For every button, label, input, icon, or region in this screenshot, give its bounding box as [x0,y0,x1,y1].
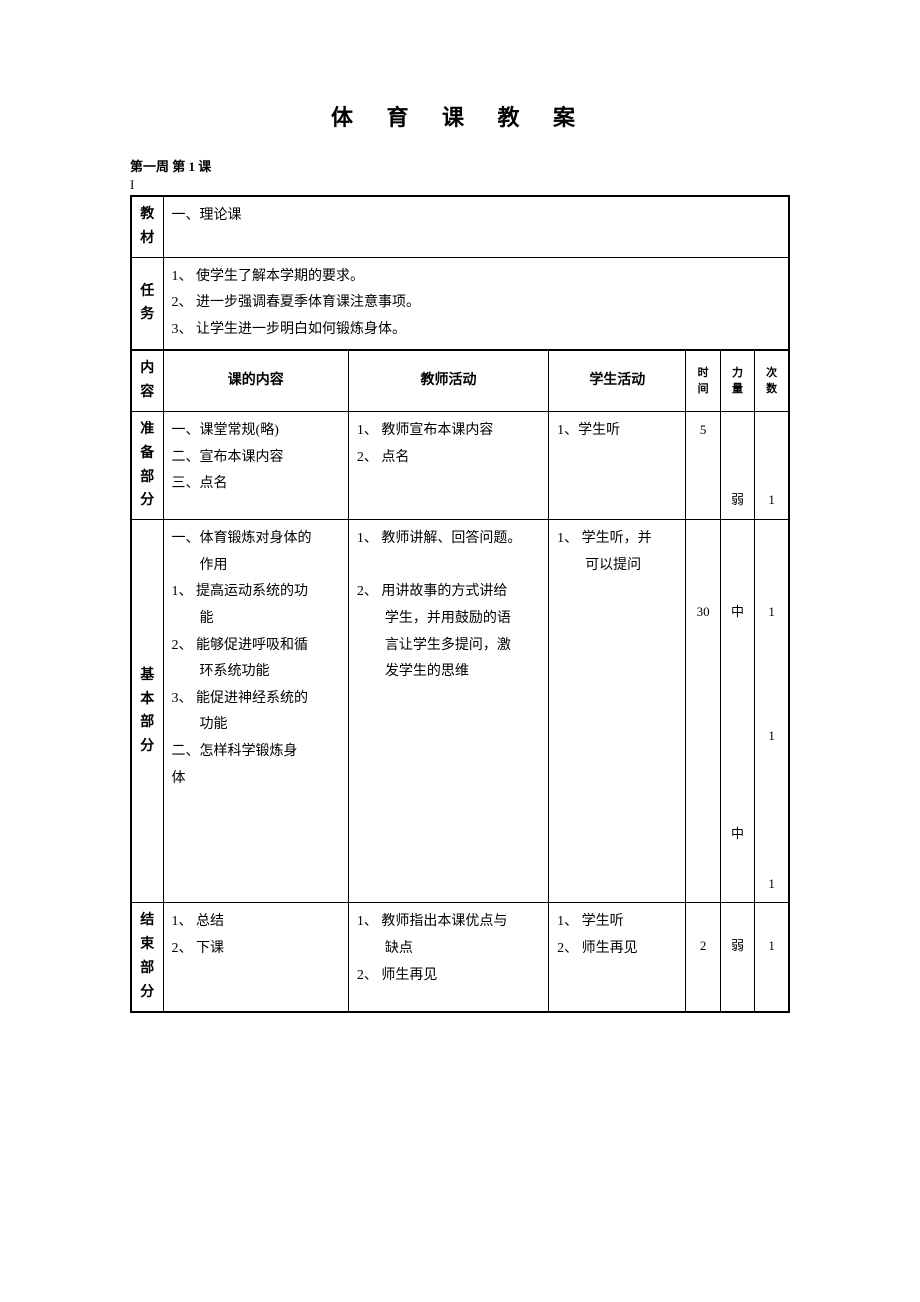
main-student: 1、 学生听，并 可以提问 [549,520,686,903]
main-content: 一、体育锻炼对身体的 作用 1、 提高运动系统的功 能 2、 能够促进呼吸和循 … [163,520,348,903]
prep-content: 一、课堂常规(略) 二、宣布本课内容 三、点名 [163,411,348,519]
prep-intensity: 弱 [720,411,754,519]
task-content: 1、 使学生了解本学期的要求。 2、 进一步强调春夏季体育课注意事项。 3、 让… [163,257,789,350]
end-teacher: 1、 教师指出本课优点与 缺点 2、 师生再见 [348,903,548,1012]
end-label: 结 束 部 分 [131,903,163,1012]
end-content: 1、 总结 2、 下课 [163,903,348,1012]
main-teacher: 1、 教师讲解、回答问题。 2、 用讲故事的方式讲给 学生，并用鼓励的语 言让学… [348,520,548,903]
end-student: 1、 学生听 2、 师生再见 [549,903,686,1012]
header-intensity: 力 量 [720,350,754,411]
main-time: 30 [686,520,720,903]
main-row: 基 本 部 分 一、体育锻炼对身体的 作用 1、 提高运动系统的功 能 2、 能… [131,520,789,903]
material-label: 教 材 [131,196,163,257]
end-row: 结 束 部 分 1、 总结 2、 下课 1、 教师指出本课优点与 缺点 2、 师… [131,903,789,1012]
week-lesson-label: 第一周 第 1 课 [130,156,790,175]
header-label: 内 容 [131,350,163,411]
header-content: 课的内容 [163,350,348,411]
main-count: 1 1 1 [755,520,789,903]
end-intensity: 弱 [720,903,754,1012]
material-content: 一、理论课 [163,196,789,257]
prep-teacher: 1、 教师宣布本课内容 2、 点名 [348,411,548,519]
header-count: 次 数 [755,350,789,411]
material-row: 教 材 一、理论课 [131,196,789,257]
main-intensity: 中 中 [720,520,754,903]
header-time: 时 间 [686,350,720,411]
prep-student: 1、学生听 [549,411,686,519]
task-row: 任 务 1、 使学生了解本学期的要求。 2、 进一步强调春夏季体育课注意事项。 … [131,257,789,350]
section-marker: I [130,177,790,193]
prep-time: 5 [686,411,720,519]
prep-label: 准 备 部 分 [131,411,163,519]
page-title: 体 育 课 教 案 [130,100,790,132]
end-count: 1 [755,903,789,1012]
main-label: 基 本 部 分 [131,520,163,903]
header-student: 学生活动 [549,350,686,411]
column-headers: 内 容 课的内容 教师活动 学生活动 时 间 力 量 次 数 [131,350,789,411]
task-label: 任 务 [131,257,163,350]
end-time: 2 [686,903,720,1012]
prep-count: 1 [755,411,789,519]
lesson-plan-table: 教 材 一、理论课 任 务 1、 使学生了解本学期的要求。 2、 进一步强调春夏… [130,195,790,1013]
header-teacher: 教师活动 [348,350,548,411]
prep-row: 准 备 部 分 一、课堂常规(略) 二、宣布本课内容 三、点名 1、 教师宣布本… [131,411,789,519]
